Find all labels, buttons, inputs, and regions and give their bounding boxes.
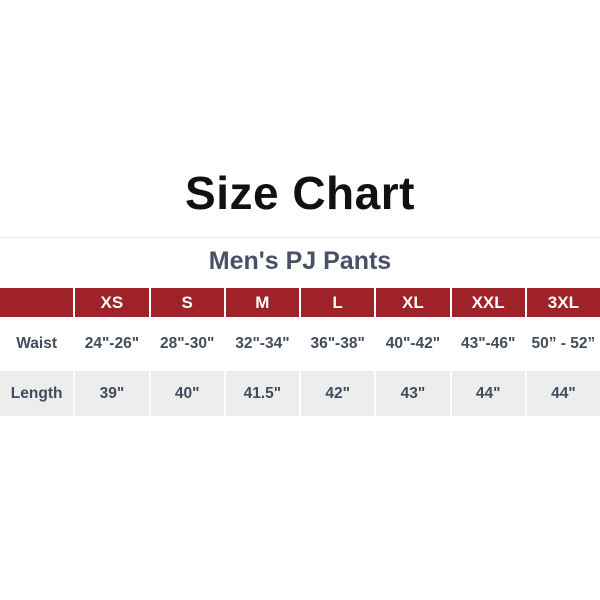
- length-value-3xl: 44": [526, 371, 600, 416]
- divider: [0, 237, 600, 238]
- size-table: XS S M L XL XXL 3XL Waist 24"-26" 28"-30…: [0, 288, 600, 416]
- waist-value-xxl: 43"-46": [460, 335, 516, 352]
- length-value-xl: 43": [376, 371, 450, 416]
- column-header-xl: XL: [376, 288, 450, 317]
- table-row-waist: Waist 24"-26" 28"-30" 32"-34" 36"-38" 40…: [0, 317, 600, 371]
- row-label-length: Length: [0, 371, 74, 416]
- table-header-row: XS S M L XL XXL 3XL: [0, 288, 600, 317]
- waist-value-xl: 40"-42": [385, 335, 441, 352]
- length-value-xs: 39": [75, 371, 149, 416]
- length-value-s: 40": [150, 371, 224, 416]
- table-row-length: Length 39" 40" 41.5" 42" 43" 44" 44": [0, 371, 600, 416]
- waist-value-l: 36"-38": [310, 335, 365, 352]
- waist-value-3xl: 50” - 52”: [531, 335, 596, 352]
- column-header-l: L: [301, 288, 375, 317]
- length-value-l: 42": [301, 371, 375, 416]
- length-value-xxl: 44": [451, 371, 525, 416]
- subtitle: Men's PJ Pants: [208, 247, 392, 275]
- page-title: Size Chart: [185, 167, 415, 219]
- column-header-3xl: 3XL: [526, 288, 600, 317]
- column-header-m: M: [225, 288, 299, 317]
- column-header-blank: [0, 288, 74, 317]
- waist-value-m: 32"-34": [235, 335, 290, 352]
- row-label-waist: Waist: [16, 335, 57, 352]
- waist-value-s: 28"-30": [159, 335, 215, 352]
- column-header-xs: XS: [75, 288, 149, 317]
- waist-value-xs: 24"-26": [84, 335, 140, 352]
- column-header-s: S: [150, 288, 224, 317]
- length-value-m: 41.5": [225, 371, 299, 416]
- column-header-xxl: XXL: [451, 288, 525, 317]
